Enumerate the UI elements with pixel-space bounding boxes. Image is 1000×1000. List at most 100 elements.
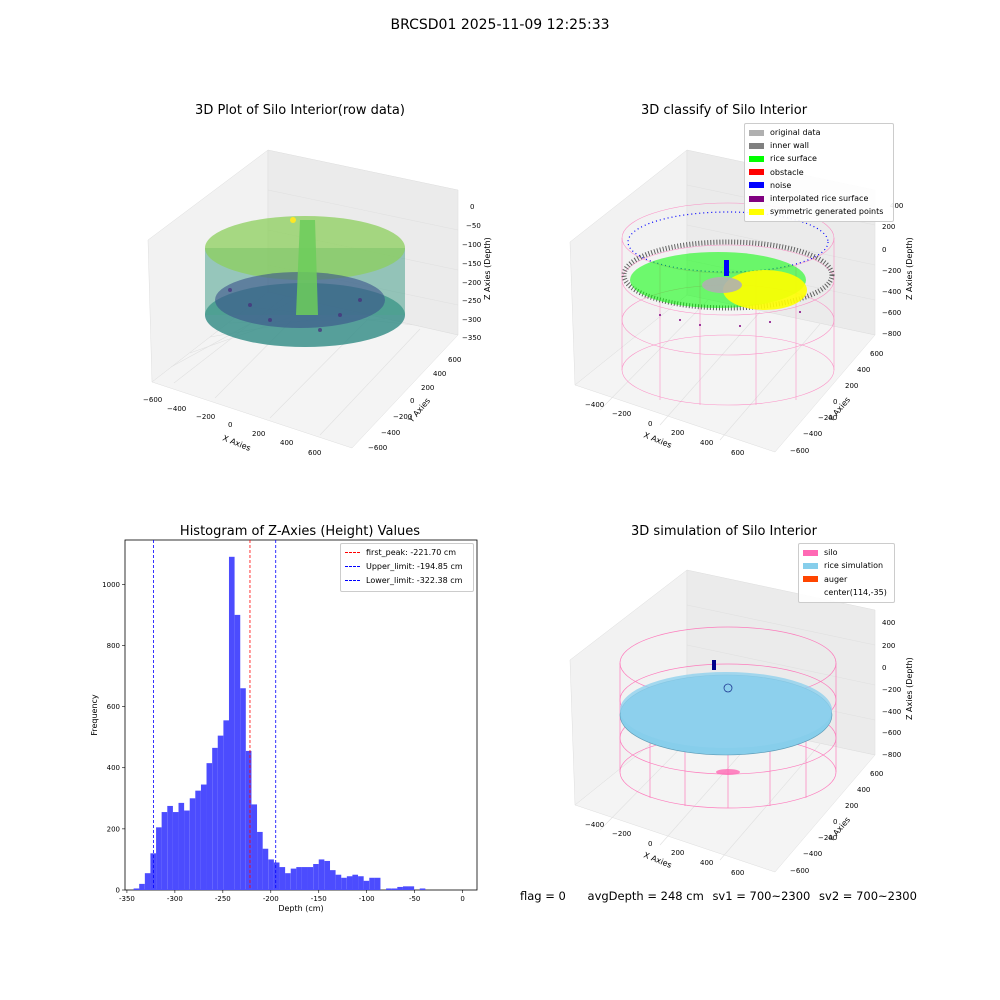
legend-item-center: center(114,-35) bbox=[803, 586, 890, 599]
histogram-x-tick-label: -300 bbox=[167, 895, 183, 903]
histogram-y-tick-label: 400 bbox=[107, 764, 120, 772]
sim-ytick: 0 bbox=[833, 818, 837, 826]
raw-ztick: −100 bbox=[462, 241, 481, 249]
histogram-bar bbox=[290, 868, 297, 890]
classify-ytick: 0 bbox=[833, 398, 837, 406]
raw-xtick: −200 bbox=[196, 413, 215, 421]
classify-ytick: −200 bbox=[818, 414, 837, 422]
histogram-bar bbox=[262, 848, 269, 890]
sim-x-ticks: −400 −200 0 200 400 600 bbox=[585, 821, 744, 877]
histogram-bar bbox=[167, 805, 173, 890]
legend-label: first_peak: -221.70 cm bbox=[366, 548, 457, 557]
legend-item-rice-simulation: rice simulation bbox=[803, 559, 890, 572]
legend-item-original-data: original data bbox=[749, 126, 889, 139]
histogram-x-tick-label: -50 bbox=[409, 895, 420, 903]
classify-xtick: 400 bbox=[700, 439, 713, 447]
histogram-bar bbox=[184, 810, 190, 890]
histogram-x-tick-label: -250 bbox=[215, 895, 231, 903]
histogram-bar bbox=[279, 867, 286, 890]
histogram-bar bbox=[156, 827, 162, 890]
classify-z-label: Z Axies (Depth) bbox=[905, 237, 914, 300]
classify-inner-wall bbox=[621, 239, 835, 311]
histogram-bar bbox=[217, 735, 224, 890]
footer-flag: flag = 0 bbox=[520, 889, 566, 903]
classify-ytick: 400 bbox=[857, 366, 870, 374]
histogram-y-tick-label: 800 bbox=[107, 642, 120, 650]
histogram-chart: -350 -300 -250 -200 -150 -100 -50 0 0 200 400 600 8… bbox=[90, 539, 478, 913]
legend-label: original data bbox=[770, 128, 821, 137]
classify-noise-column bbox=[724, 260, 729, 276]
sim-xtick: 0 bbox=[648, 840, 652, 848]
histogram-bar bbox=[335, 874, 342, 890]
histogram-title: Histogram of Z-Axies (Height) Values bbox=[179, 524, 421, 539]
classify-ztick: 200 bbox=[882, 223, 895, 231]
legend-swatch bbox=[749, 169, 764, 176]
histogram-bar bbox=[369, 877, 375, 890]
histogram-y-tick-label: 0 bbox=[116, 887, 120, 895]
histogram-bar bbox=[245, 750, 252, 890]
legend-swatch bbox=[749, 208, 764, 215]
classify-xtick: 200 bbox=[671, 429, 684, 437]
classify-ztick: −400 bbox=[882, 288, 901, 296]
sim-y-label: Y Axies bbox=[826, 815, 852, 844]
sim-ytick: −600 bbox=[790, 867, 809, 875]
histogram-x-tick-label: -200 bbox=[263, 895, 279, 903]
legend-item-lower-limit: Lower_limit: -322.38 cm bbox=[345, 574, 469, 588]
legend-swatch bbox=[749, 142, 764, 149]
simulation-plot-title: 3D simulation of Silo Interior bbox=[631, 524, 817, 539]
histogram-bar bbox=[408, 886, 415, 890]
histogram-bar bbox=[296, 867, 302, 890]
sim-ytick: −400 bbox=[803, 850, 822, 858]
raw-peak-column bbox=[296, 220, 318, 315]
sim-ytick: −200 bbox=[818, 834, 837, 842]
classify-ztick: −200 bbox=[882, 267, 901, 275]
raw-y-ticks: −600 −400 −200 0 200 400 600 bbox=[368, 356, 461, 452]
raw-z-ticks: 0 −50 −100 −150 −200 −250 −300 −350 bbox=[462, 203, 481, 342]
classify-noise-ring bbox=[627, 211, 829, 273]
histogram-bar bbox=[329, 870, 336, 890]
raw-z-label: Z Axies (Depth) bbox=[483, 237, 492, 300]
raw-ztick: −150 bbox=[462, 260, 481, 268]
sim-center-marker bbox=[723, 683, 733, 693]
histogram-y-tick-label: 200 bbox=[107, 825, 120, 833]
histogram-bar bbox=[374, 877, 381, 890]
classify-xtick: −200 bbox=[612, 410, 631, 418]
sim-x-label: X Axies bbox=[642, 851, 673, 870]
classify-ytick: 600 bbox=[870, 350, 883, 358]
classify-y-label: Y Axies bbox=[826, 395, 852, 424]
legend-label: rice simulation bbox=[824, 561, 884, 571]
legend-swatch bbox=[749, 195, 764, 202]
histogram-bar bbox=[402, 886, 409, 890]
classify-ytick: 200 bbox=[845, 382, 858, 390]
histogram-bar bbox=[307, 867, 314, 890]
classify-xtick: 0 bbox=[648, 420, 652, 428]
legend-item-symmetric: symmetric generated points bbox=[749, 205, 889, 218]
sim-xtick: 600 bbox=[731, 869, 744, 877]
classify-ztick: 0 bbox=[882, 246, 886, 254]
raw-ytick: 600 bbox=[448, 356, 461, 364]
classify-z-ticks: 400 200 0 −200 −400 −600 −800 bbox=[882, 202, 903, 338]
histogram-bar bbox=[144, 873, 151, 890]
raw-ytick: −200 bbox=[393, 413, 412, 421]
simulation-legend: silo rice simulation auger center(114,-3… bbox=[798, 543, 895, 604]
classify-pane-floor bbox=[574, 294, 876, 453]
histogram-y-label: Frequency bbox=[90, 694, 99, 736]
histogram-bar bbox=[257, 831, 263, 890]
legend-swatch bbox=[803, 589, 818, 595]
classify-ytick: −400 bbox=[803, 430, 822, 438]
sim-ytick: 200 bbox=[845, 802, 858, 810]
sim-ztick: 200 bbox=[882, 642, 895, 650]
classify-symmetric-points bbox=[723, 270, 807, 310]
histogram-bar bbox=[318, 859, 325, 890]
histogram-bar bbox=[363, 880, 370, 890]
sim-xtick: 400 bbox=[700, 859, 713, 867]
raw-ytick: 400 bbox=[433, 370, 446, 378]
raw-xtick: −400 bbox=[167, 405, 186, 413]
sim-ztick: −200 bbox=[882, 686, 901, 694]
histogram-bar bbox=[397, 886, 403, 890]
histogram-bar bbox=[268, 859, 274, 890]
histogram-bar bbox=[200, 784, 207, 890]
raw-ytick: −600 bbox=[368, 444, 387, 452]
raw-x-ticks: −600 −400 −200 0 200 400 600 bbox=[143, 396, 321, 457]
raw-ytick: −400 bbox=[381, 429, 400, 437]
